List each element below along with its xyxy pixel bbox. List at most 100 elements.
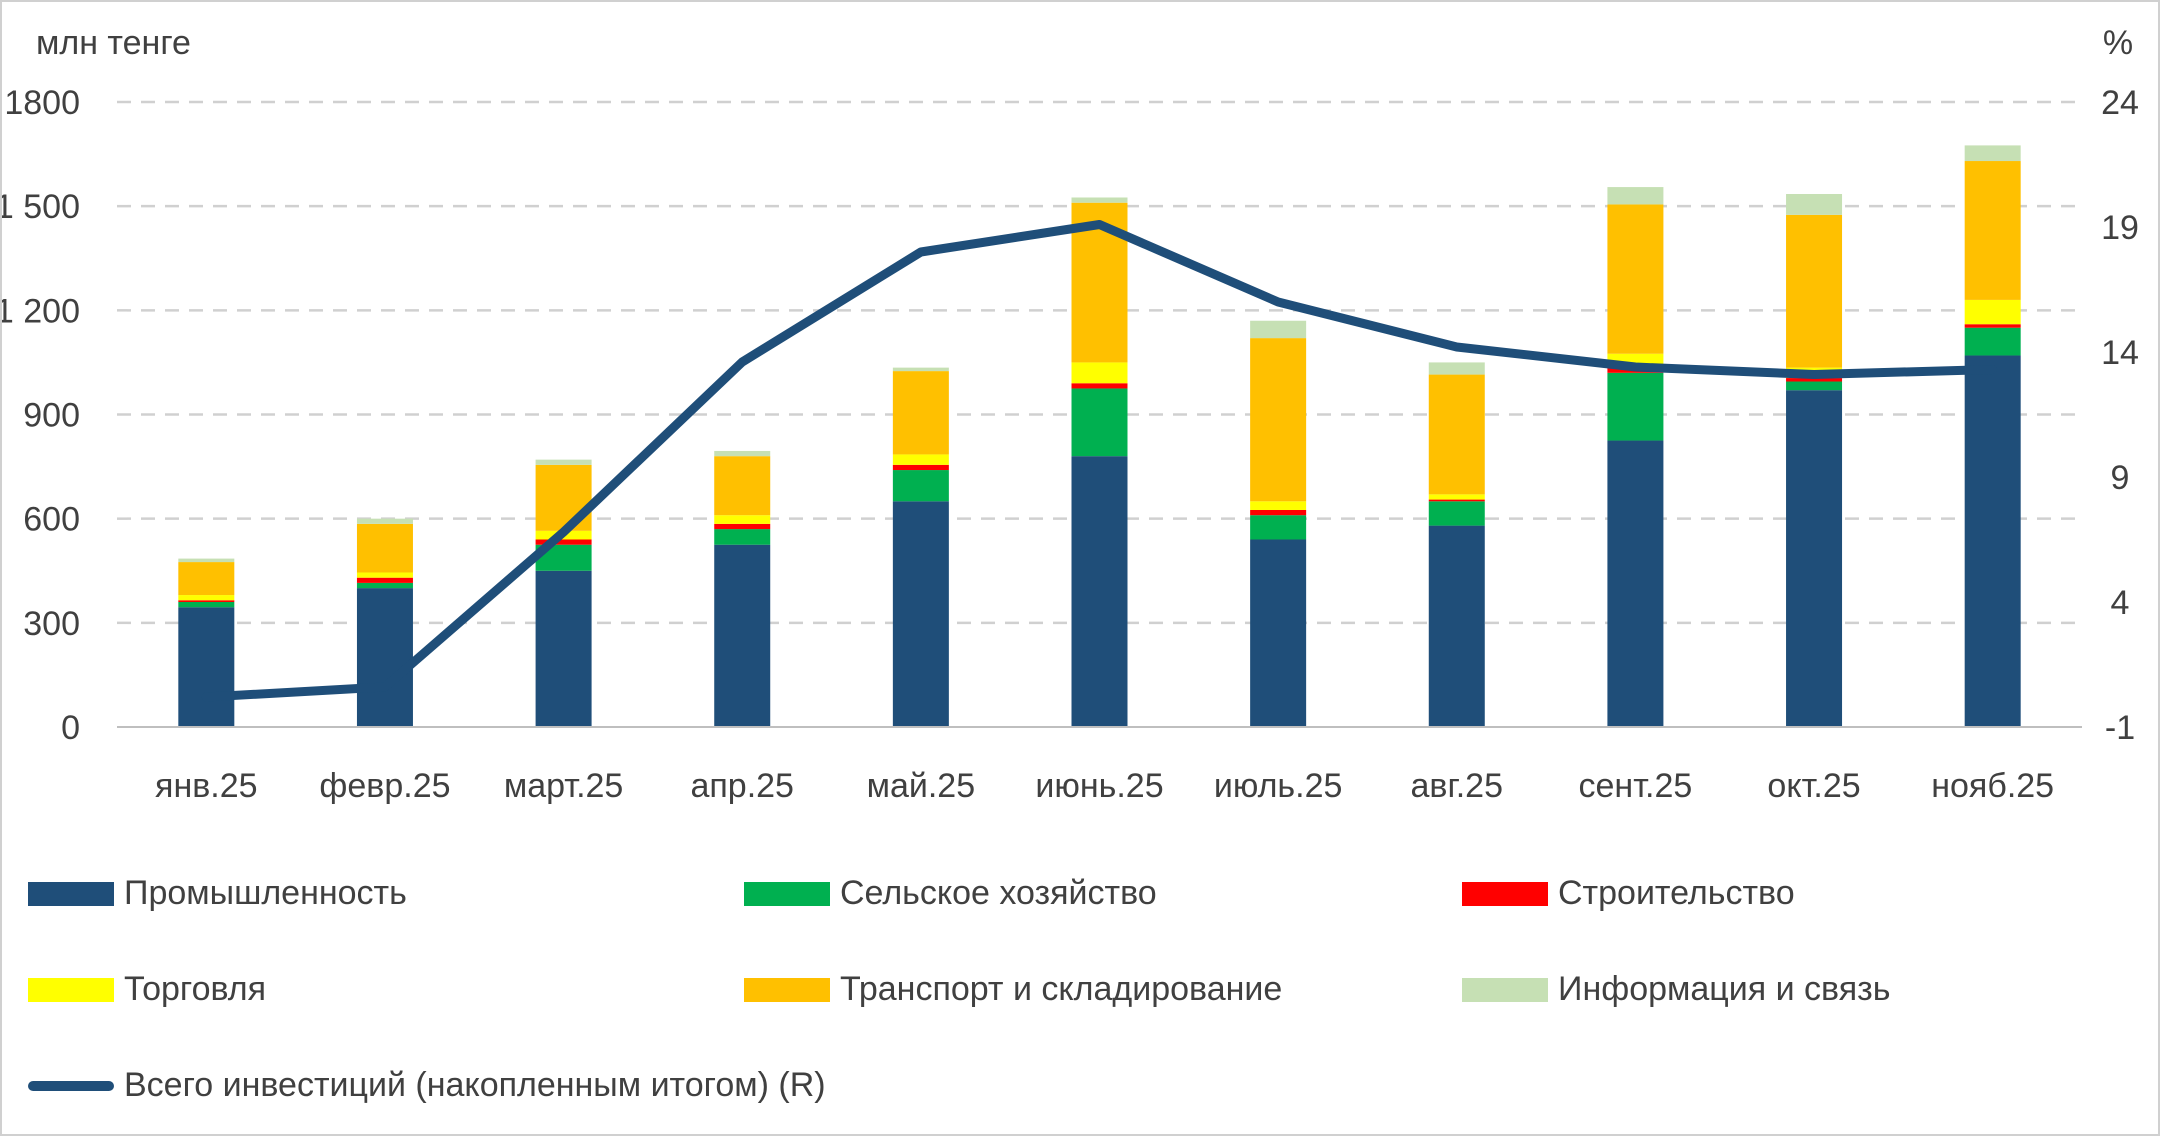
bar-segment-3: [1786, 378, 1843, 382]
bar-segment-4: [714, 515, 771, 524]
bar-segment-6: [714, 450, 771, 457]
bar-segment-1: [1964, 355, 2021, 727]
bar-segment-2: [1250, 515, 1307, 540]
bar-segment-2: [1964, 327, 2021, 356]
bar-segment-2: [178, 602, 235, 608]
x-tick-label: март.25: [504, 767, 624, 805]
bar-segment-3: [535, 539, 592, 545]
y-tick-label: 1800: [4, 84, 80, 122]
y-tick-label: 0: [61, 709, 80, 747]
x-tick-label: янв.25: [155, 767, 258, 805]
legend-item-industry: Промышленность: [28, 874, 407, 913]
y2-tick-label: 4: [2111, 584, 2130, 622]
bar-segment-2: [1786, 381, 1843, 391]
bar-segment-3: [356, 577, 413, 583]
total-investment-line: [201, 220, 1998, 702]
bar-segment-3: [1071, 383, 1128, 389]
legend-swatch-construction: [1462, 881, 1548, 906]
y2-tick-label: -1: [2105, 709, 2135, 747]
legend-swatch-agriculture: [744, 881, 830, 906]
bar-segment-5: [356, 523, 413, 573]
x-tick-label: сент.25: [1579, 767, 1693, 805]
y2-tick-label: 24: [2101, 84, 2139, 122]
bar-segment-4: [356, 572, 413, 578]
legend-label-construction: Строительство: [1558, 874, 1795, 912]
bar-segment-6: [1786, 194, 1843, 215]
bar-segment-1: [1071, 456, 1128, 727]
bar-segment-5: [1964, 161, 2021, 300]
right-axis-unit-label: %: [2103, 24, 2133, 62]
bar-segment-1: [535, 570, 592, 727]
bar-segment-4: [1428, 494, 1485, 500]
legend-item-trade: Торговля: [28, 970, 266, 1009]
bar-segment-5: [714, 456, 771, 516]
bar-segment-5: [535, 464, 592, 531]
bar-segment-6: [1250, 320, 1307, 339]
bar-segment-3: [178, 600, 235, 602]
bar-segment-6: [1964, 145, 2021, 162]
x-tick-label: апр.25: [690, 767, 794, 805]
x-tick-label: июнь.25: [1035, 767, 1163, 805]
bar-segment-6: [1071, 197, 1128, 203]
bar-segment-5: [1428, 374, 1485, 495]
bar-segment-2: [1607, 372, 1664, 441]
x-tick-label: июль.25: [1214, 767, 1343, 805]
bar-segment-2: [356, 582, 413, 589]
left-axis-unit-label: млн тенге: [36, 24, 191, 62]
legend-item-agriculture: Сельское хозяйство: [744, 874, 1157, 913]
y2-tick-label: 19: [2101, 209, 2139, 247]
bar-segment-3: [1428, 499, 1485, 502]
bar-segment-3: [1964, 324, 2021, 328]
bar-segment-5: [1607, 204, 1664, 354]
bar-segment-6: [356, 518, 413, 524]
bar-segment-2: [1071, 388, 1128, 457]
y-tick-label: 900: [23, 397, 80, 435]
legend-swatch-info: [1462, 977, 1548, 1002]
legend-label-trade: Торговля: [124, 970, 267, 1008]
legend-label-info: Информация и связь: [1558, 970, 1891, 1008]
legend-label-agriculture: Сельское хозяйство: [840, 874, 1157, 912]
y2-tick-label: 14: [2101, 334, 2139, 372]
legend-item-transport: Транспорт и складирование: [744, 970, 1282, 1009]
x-tick-label: февр.25: [319, 767, 450, 805]
legend-swatch-total-investment: [28, 1080, 114, 1091]
bar-segment-6: [178, 558, 235, 563]
legend-item-construction: Строительство: [1462, 874, 1795, 913]
x-tick-label: авг.25: [1411, 767, 1504, 805]
bar-segment-6: [892, 367, 949, 372]
y-tick-label: 1 500: [2, 188, 80, 226]
x-tick-label: нояб.25: [1931, 767, 2054, 805]
bar-segment-5: [178, 562, 235, 596]
bar-segment-4: [1250, 501, 1307, 510]
bar-segment-5: [892, 371, 949, 455]
bar-segment-1: [1428, 525, 1485, 727]
y-tick-label: 600: [23, 501, 80, 539]
bar-segment-1: [714, 544, 771, 727]
bar-segment-2: [892, 470, 949, 502]
legend-swatch-trade: [28, 977, 114, 1002]
legend-label-total-investment: Всего инвестиций (накопленным итогом) (R…: [124, 1066, 826, 1104]
bar-segment-3: [1250, 509, 1307, 516]
bar-segment-5: [1786, 214, 1843, 368]
bar-segment-1: [1607, 440, 1664, 727]
legend-label-industry: Промышленность: [124, 874, 407, 912]
bar-segment-4: [892, 454, 949, 465]
bar-segment-1: [1250, 539, 1307, 727]
bar-segment-6: [1428, 362, 1485, 375]
legend-swatch-transport: [744, 977, 830, 1002]
bar-segment-6: [535, 459, 592, 465]
x-tick-label: окт.25: [1767, 767, 1860, 805]
y-tick-label: 1 200: [2, 292, 80, 330]
bar-segment-3: [892, 464, 949, 471]
bar-segment-1: [892, 501, 949, 727]
bar-segment-4: [1964, 299, 2021, 325]
bar-segment-6: [1607, 187, 1664, 205]
bar-segment-5: [1250, 338, 1307, 502]
x-tick-label: май.25: [867, 767, 976, 805]
bar-segment-2: [1428, 501, 1485, 526]
bar-segment-2: [714, 529, 771, 545]
bar-segment-3: [714, 523, 771, 530]
bar-segment-4: [178, 595, 235, 601]
bar-segment-1: [356, 588, 413, 727]
legend-item-total-investment: Всего инвестиций (накопленным итогом) (R…: [28, 1066, 826, 1105]
